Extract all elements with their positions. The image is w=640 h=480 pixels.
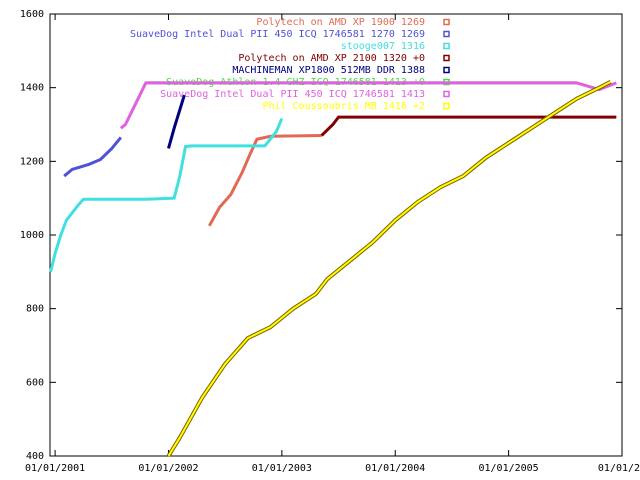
y-tick-label: 1600	[20, 9, 44, 20]
y-tick-label: 400	[26, 451, 44, 462]
line-outline	[166, 79, 612, 458]
y-tick-label: 1000	[20, 230, 44, 241]
legend-marker	[443, 102, 450, 110]
x-tick-label: 01/01/2004	[365, 463, 425, 474]
x-tick-label: 01/01/2005	[479, 463, 539, 474]
legend-label: SuaveDog Intel Dual PII 450 ICQ 1746581 …	[130, 29, 425, 40]
y-tick-label: 600	[26, 377, 44, 388]
legend-marker	[443, 54, 450, 62]
legend-marker	[443, 42, 450, 50]
series-line	[167, 80, 612, 457]
legend-marker	[443, 90, 450, 98]
y-tick-label: 1200	[20, 156, 44, 167]
legend-label: Phil Coussoubris MB 1416 +2	[262, 101, 425, 112]
legend-label: Polytech on AMD XP 1900 1269	[256, 17, 425, 28]
legend-marker	[443, 66, 450, 74]
y-tick-label: 800	[26, 304, 44, 315]
series-line	[320, 115, 617, 137]
legend-label: Polytech on AMD XP 2100 1320 +0	[238, 53, 425, 64]
x-tick-label: 01/01/2001	[25, 463, 85, 474]
x-tick-label: 01/01/20	[598, 463, 640, 474]
series-line	[207, 134, 322, 227]
legend-marker	[443, 18, 450, 26]
series-line	[63, 136, 123, 178]
legend-label: stooge007 1316	[341, 41, 425, 52]
x-tick-label: 01/01/2003	[252, 463, 312, 474]
legend-label: MACHINEMAN XP1800 512MB DDR 1388	[232, 65, 425, 76]
x-tick-label: 01/01/2002	[138, 463, 198, 474]
legend-marker	[443, 30, 450, 38]
y-tick-label: 1400	[20, 83, 44, 94]
series-line	[167, 94, 186, 149]
series-line	[49, 118, 284, 273]
legend-label: SuaveDog Intel Dual PII 450 ICQ 1746581 …	[160, 89, 425, 100]
